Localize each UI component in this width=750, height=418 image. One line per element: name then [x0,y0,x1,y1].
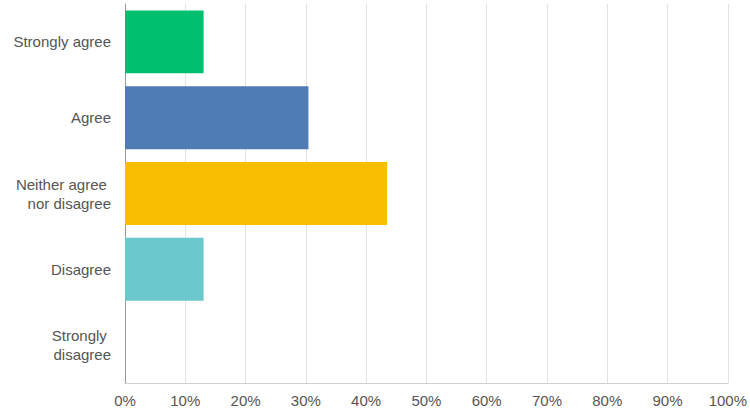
svg-text:40%: 40% [351,392,381,409]
svg-text:nor disagree: nor disagree [28,195,111,212]
svg-text:Disagree: Disagree [51,261,111,278]
svg-text:Neither agree: Neither agree [16,176,111,193]
svg-text:80%: 80% [592,392,622,409]
svg-text:30%: 30% [291,392,321,409]
svg-text:Agree: Agree [71,109,111,126]
svg-text:0%: 0% [114,392,136,409]
svg-text:20%: 20% [231,392,261,409]
svg-text:Strongly: Strongly [52,327,111,344]
svg-text:70%: 70% [532,392,562,409]
svg-text:10%: 10% [170,392,200,409]
svg-text:50%: 50% [411,392,441,409]
svg-text:100%: 100% [709,392,747,409]
svg-text:90%: 90% [653,392,683,409]
svg-text:60%: 60% [472,392,502,409]
svg-text:disagree: disagree [53,346,111,363]
svg-text:Strongly agree: Strongly agree [13,33,111,50]
